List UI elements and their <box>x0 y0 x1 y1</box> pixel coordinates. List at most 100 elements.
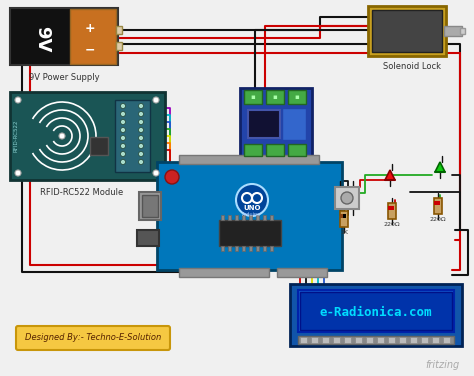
Text: Solenoid Lock: Solenoid Lock <box>383 62 441 71</box>
Text: RFID-RC522 Module: RFID-RC522 Module <box>40 188 124 197</box>
Bar <box>242 246 245 251</box>
Circle shape <box>138 152 144 156</box>
Bar <box>157 162 342 270</box>
Bar <box>377 337 384 343</box>
FancyBboxPatch shape <box>16 326 170 350</box>
Bar <box>244 90 262 104</box>
Text: RFID-RC522: RFID-RC522 <box>13 120 18 152</box>
Bar <box>298 290 454 332</box>
Bar <box>235 246 238 251</box>
Circle shape <box>138 144 144 149</box>
Bar <box>256 246 259 251</box>
Circle shape <box>120 127 126 132</box>
Bar <box>219 220 281 246</box>
Circle shape <box>236 184 268 216</box>
Text: fritzing: fritzing <box>426 360 460 370</box>
Bar <box>137 230 159 246</box>
Bar <box>290 284 462 346</box>
Text: −: − <box>85 44 95 56</box>
Bar <box>242 215 245 220</box>
Text: ▪: ▪ <box>273 94 277 100</box>
Circle shape <box>59 133 65 139</box>
Bar <box>139 192 161 220</box>
Bar <box>340 211 348 227</box>
Bar <box>277 268 327 277</box>
Bar <box>388 206 391 210</box>
Bar <box>399 337 406 343</box>
Bar <box>10 92 165 180</box>
Circle shape <box>120 120 126 124</box>
Circle shape <box>138 127 144 132</box>
Bar <box>266 144 284 156</box>
Bar <box>235 215 238 220</box>
Bar <box>116 26 122 34</box>
Bar <box>90 137 108 155</box>
Circle shape <box>120 112 126 117</box>
Bar <box>221 246 224 251</box>
Bar <box>344 337 351 343</box>
Bar <box>228 215 231 220</box>
Circle shape <box>138 135 144 141</box>
Circle shape <box>15 97 21 103</box>
Bar <box>322 337 329 343</box>
Text: 9V Power Supply: 9V Power Supply <box>29 73 100 82</box>
Bar <box>142 195 158 217</box>
Bar <box>355 337 362 343</box>
Bar <box>437 201 440 205</box>
Bar <box>270 215 273 220</box>
Bar <box>221 215 224 220</box>
Circle shape <box>120 103 126 109</box>
Text: 1K: 1K <box>340 230 348 235</box>
Text: Arduino: Arduino <box>242 211 262 217</box>
Circle shape <box>120 159 126 165</box>
Bar <box>434 201 437 205</box>
Bar <box>249 215 252 220</box>
Bar <box>179 155 319 164</box>
Bar <box>311 337 318 343</box>
Bar <box>228 246 231 251</box>
Text: ▪: ▪ <box>251 94 255 100</box>
Circle shape <box>138 120 144 124</box>
Circle shape <box>165 170 179 184</box>
Circle shape <box>341 192 353 204</box>
Bar <box>340 214 343 218</box>
Bar <box>70 9 116 64</box>
Text: ▪: ▪ <box>295 94 300 100</box>
Bar <box>434 198 442 214</box>
Circle shape <box>15 170 21 176</box>
Circle shape <box>138 103 144 109</box>
Bar <box>460 28 465 34</box>
Text: Designed By:- Techno-E-Solution: Designed By:- Techno-E-Solution <box>25 334 161 343</box>
Bar <box>266 90 284 104</box>
Circle shape <box>153 170 159 176</box>
Bar <box>300 292 452 330</box>
Bar <box>366 337 373 343</box>
Circle shape <box>153 97 159 103</box>
Bar <box>298 336 454 344</box>
Bar <box>335 187 359 209</box>
Circle shape <box>138 112 144 117</box>
Circle shape <box>120 152 126 156</box>
Bar <box>248 110 280 138</box>
Polygon shape <box>385 170 395 180</box>
Bar <box>288 90 306 104</box>
Bar <box>10 8 118 65</box>
Text: UNO: UNO <box>243 205 261 211</box>
Polygon shape <box>435 162 445 172</box>
Bar <box>282 108 306 140</box>
Bar <box>300 337 307 343</box>
Bar <box>288 144 306 156</box>
Text: e-Radionica.com: e-Radionica.com <box>320 306 432 320</box>
Circle shape <box>138 159 144 165</box>
Bar <box>432 337 439 343</box>
Bar <box>391 206 394 210</box>
Bar <box>249 246 252 251</box>
Bar <box>263 215 266 220</box>
Bar <box>388 337 395 343</box>
Bar <box>240 88 312 158</box>
Bar <box>410 337 417 343</box>
Text: 220Ω: 220Ω <box>383 222 401 227</box>
Bar <box>270 246 273 251</box>
Bar <box>343 214 346 218</box>
Bar <box>368 6 446 56</box>
